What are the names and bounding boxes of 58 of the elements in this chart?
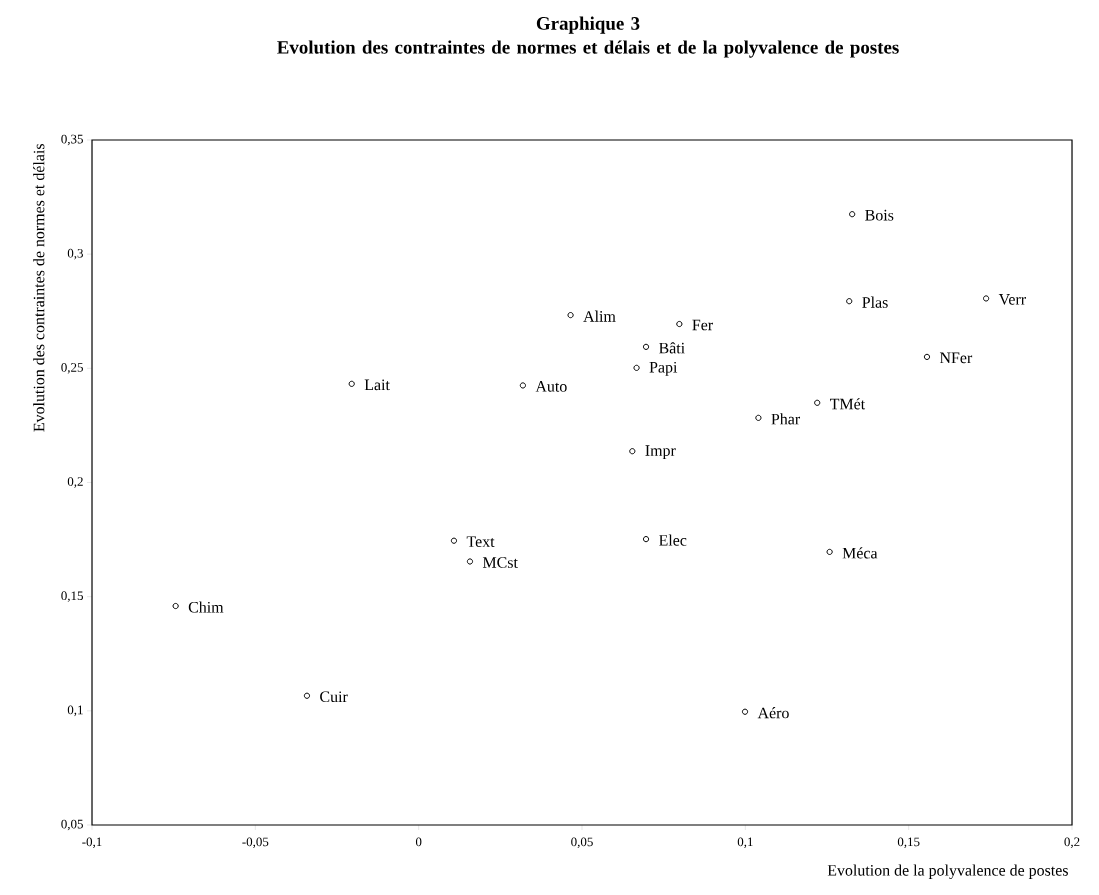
point	[303, 692, 311, 699]
point	[519, 382, 526, 389]
y-tick-label: 0,15	[61, 591, 83, 602]
point	[676, 320, 683, 328]
point	[629, 448, 636, 455]
annotation: Méca	[842, 547, 878, 559]
y-axis-title: Evolution des contraintes de normes et délais	[33, 144, 45, 432]
chart-title: Graphique 3	[536, 16, 640, 34]
point	[983, 295, 990, 302]
point	[846, 298, 853, 305]
point	[849, 211, 856, 218]
annotation: Alim	[583, 310, 616, 322]
point	[642, 343, 650, 350]
x-tick-label: 0,15	[897, 837, 920, 849]
annotation: Papi	[649, 361, 678, 376]
point	[450, 537, 458, 544]
chart-subtitle: Evolution des contraintes de normes et délais et de la polyvalence de postes	[277, 40, 899, 58]
x-tick-label: -0,1	[82, 837, 102, 849]
point	[172, 602, 179, 610]
y-tick-label: 0,25	[61, 363, 83, 374]
y-tick-label: 0,2	[67, 477, 83, 488]
x-tick-label: 0	[415, 837, 422, 847]
point	[642, 536, 650, 543]
annotation: MCst	[482, 557, 518, 568]
point	[923, 353, 931, 360]
y-tick-label: 0,05	[61, 819, 83, 831]
annotation: Impr	[645, 445, 676, 460]
x-tick-label: 0,1	[737, 837, 753, 849]
annotation: Fer	[692, 319, 713, 331]
annotation: Lait	[364, 379, 390, 391]
x-tick-label: -0,05	[242, 837, 269, 849]
annotation: Text	[466, 536, 495, 548]
point	[348, 380, 355, 387]
annotation: Aéro	[757, 707, 789, 719]
point	[814, 399, 821, 406]
point	[567, 312, 574, 319]
annotation: Phar	[771, 413, 801, 425]
annotation: Auto	[535, 381, 567, 392]
point	[741, 708, 749, 715]
annotation: NFer	[939, 352, 973, 364]
annotation: Plas	[862, 296, 888, 308]
annotation: Verr	[998, 294, 1026, 305]
point	[826, 548, 833, 555]
y-tick-label: 0,35	[61, 134, 83, 146]
annotation: Elec	[659, 534, 687, 546]
annotation: TMét	[830, 398, 866, 410]
annotation: Chim	[188, 601, 224, 613]
y-tick-label: 0,3	[67, 248, 83, 260]
point	[633, 364, 640, 371]
point	[466, 558, 474, 565]
y-tick-label: 0,1	[67, 705, 83, 717]
annotation: Cuir	[320, 691, 348, 703]
annotation: Bois	[865, 209, 894, 221]
annotation: Bâti	[659, 342, 685, 354]
x-tick-label: 0,2	[1064, 837, 1080, 849]
x-axis-title: Evolution de la polyvalence de postes	[827, 864, 1068, 879]
point	[755, 414, 762, 421]
x-tick-label: 0,05	[571, 837, 593, 849]
